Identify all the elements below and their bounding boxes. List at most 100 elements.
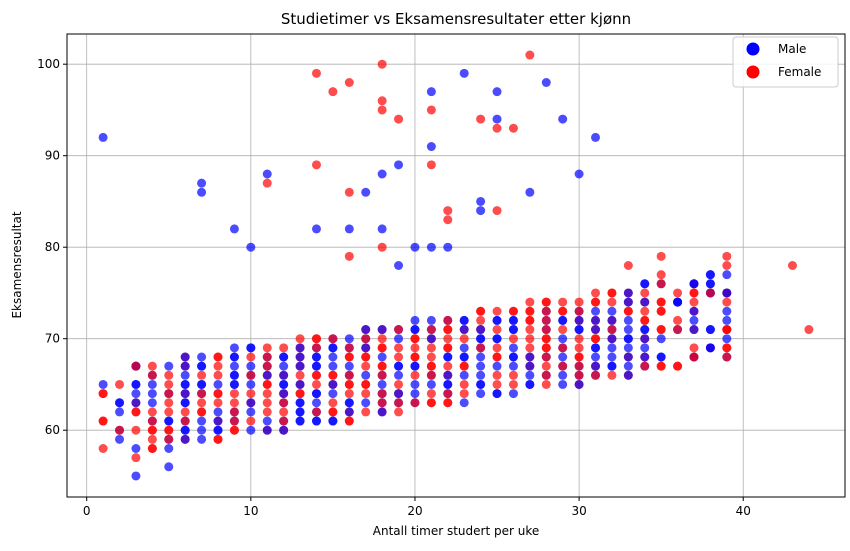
data-point-female <box>492 206 502 216</box>
data-point-female <box>656 270 666 280</box>
data-point-female <box>229 389 239 399</box>
data-point-female <box>623 306 633 316</box>
data-point-female <box>262 379 272 389</box>
data-point-female <box>377 398 387 408</box>
data-point-female <box>591 297 601 307</box>
data-point-female <box>344 251 354 261</box>
data-point-male <box>197 187 207 197</box>
data-point-female <box>508 334 518 344</box>
data-point-male <box>361 325 371 335</box>
data-point-female <box>377 361 387 371</box>
data-point-male <box>410 389 420 399</box>
data-point-male <box>607 334 617 344</box>
data-point-female <box>689 288 699 298</box>
data-point-male <box>558 334 568 344</box>
data-point-female <box>689 352 699 362</box>
x-tick-label: 20 <box>407 504 422 518</box>
data-point-male <box>591 315 601 325</box>
data-point-female <box>115 379 125 389</box>
data-point-male <box>295 416 305 426</box>
y-tick-label: 90 <box>45 149 60 163</box>
data-point-female <box>722 352 732 362</box>
data-point-female <box>311 370 321 380</box>
data-point-female <box>164 434 174 444</box>
data-point-female <box>541 325 551 335</box>
data-point-female <box>492 306 502 316</box>
data-point-female <box>541 379 551 389</box>
data-point-female <box>164 398 174 408</box>
data-point-male <box>591 306 601 316</box>
data-point-male <box>279 425 289 435</box>
data-point-female <box>344 187 354 197</box>
data-point-male <box>279 352 289 362</box>
data-point-female <box>492 370 502 380</box>
data-point-male <box>443 242 453 252</box>
data-point-male <box>574 315 584 325</box>
data-point-male <box>246 242 256 252</box>
chart-title: Studietimer vs Eksamensresultater etter … <box>281 10 631 28</box>
data-point-male <box>640 325 650 335</box>
data-point-male <box>492 315 502 325</box>
data-point-female <box>164 425 174 435</box>
data-point-female <box>591 334 601 344</box>
data-point-female <box>689 343 699 353</box>
data-point-male <box>197 416 207 426</box>
data-point-female <box>426 325 436 335</box>
data-point-female <box>426 105 436 115</box>
data-point-male <box>328 343 338 353</box>
data-point-male <box>640 297 650 307</box>
data-point-male <box>508 325 518 335</box>
data-point-female <box>722 343 732 353</box>
data-point-male <box>492 334 502 344</box>
data-point-male <box>574 325 584 335</box>
data-point-female <box>262 361 272 371</box>
data-point-female <box>361 407 371 417</box>
data-point-female <box>541 315 551 325</box>
data-point-female <box>131 407 141 417</box>
data-point-male <box>705 343 715 353</box>
data-point-male <box>558 352 568 362</box>
data-point-female <box>164 407 174 417</box>
data-point-female <box>443 325 453 335</box>
data-point-female <box>394 398 404 408</box>
data-point-male <box>476 325 486 335</box>
data-point-male <box>525 352 535 362</box>
data-point-female <box>246 416 256 426</box>
data-point-male <box>279 379 289 389</box>
data-point-male <box>98 379 108 389</box>
data-point-male <box>443 379 453 389</box>
data-point-male <box>295 379 305 389</box>
data-point-female <box>311 343 321 353</box>
data-point-female <box>673 288 683 298</box>
data-point-female <box>328 407 338 417</box>
data-point-male <box>525 187 535 197</box>
data-point-female <box>147 370 157 380</box>
data-point-female <box>607 297 617 307</box>
data-point-female <box>426 389 436 399</box>
data-point-female <box>279 398 289 408</box>
data-point-female <box>377 343 387 353</box>
data-point-female <box>525 306 535 316</box>
data-point-female <box>377 105 387 115</box>
data-point-male <box>147 379 157 389</box>
data-point-male <box>344 407 354 417</box>
data-point-female <box>98 389 108 399</box>
data-point-female <box>722 251 732 261</box>
data-point-male <box>508 389 518 399</box>
data-point-female <box>558 325 568 335</box>
data-point-female <box>476 306 486 316</box>
data-point-male <box>607 361 617 371</box>
data-point-female <box>443 361 453 371</box>
data-point-male <box>623 352 633 362</box>
data-point-female <box>279 343 289 353</box>
legend-label-female: Female <box>778 65 821 79</box>
data-point-male <box>344 334 354 344</box>
data-point-male <box>673 297 683 307</box>
data-point-female <box>197 398 207 408</box>
data-point-male <box>459 398 469 408</box>
grid-lines <box>67 34 845 497</box>
x-tick-label: 40 <box>736 504 751 518</box>
data-point-male <box>164 416 174 426</box>
data-point-male <box>722 270 732 280</box>
data-point-female <box>115 425 125 435</box>
